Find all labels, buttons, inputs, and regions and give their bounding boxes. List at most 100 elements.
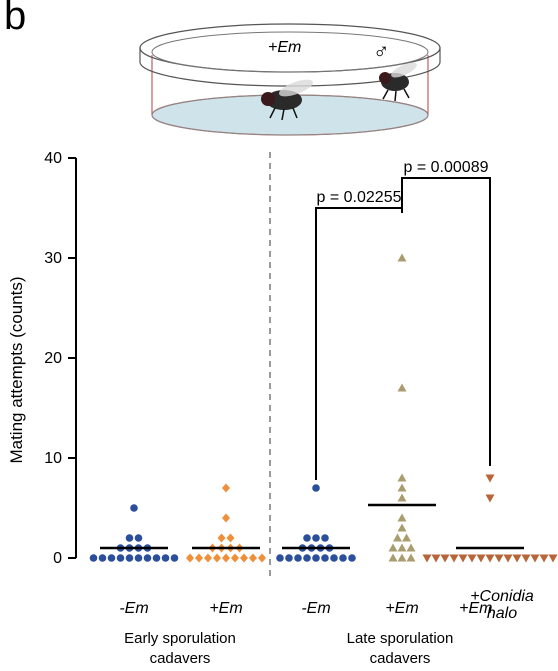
data-point — [312, 484, 320, 492]
y-tick-label: 20 — [44, 350, 62, 367]
data-point — [116, 554, 125, 562]
data-point — [222, 553, 230, 563]
y-tick-label: 10 — [44, 450, 62, 467]
y-tick-label: 0 — [53, 550, 62, 567]
data-point — [397, 543, 407, 552]
petri-dish-illustration: +Em ♂ — [139, 23, 441, 136]
data-point — [397, 553, 407, 562]
data-point — [485, 554, 495, 563]
data-point — [467, 554, 477, 563]
data-point — [125, 554, 134, 562]
dish-label: +Em — [268, 39, 301, 56]
data-point — [125, 534, 134, 542]
data-point — [89, 554, 98, 562]
data-point — [485, 474, 495, 483]
dish-lid-inner — [151, 31, 429, 73]
data-point — [231, 553, 239, 563]
male-symbol: ♂ — [373, 38, 390, 63]
data-point — [321, 554, 329, 562]
median-lines — [100, 503, 524, 550]
x-category-label: +Em, — [459, 600, 497, 617]
data-point — [303, 534, 311, 542]
data-point — [213, 553, 221, 563]
data-point — [422, 554, 432, 563]
data-point — [321, 534, 329, 542]
data-point — [530, 554, 540, 563]
data-point — [397, 483, 407, 492]
data-point — [222, 513, 230, 523]
x-category-label: +Em — [385, 600, 418, 617]
dish-wall — [151, 55, 429, 115]
data-point — [134, 554, 143, 562]
data-point — [485, 494, 495, 503]
dish-lid-side — [139, 48, 441, 62]
p-value-label: p = 0.00089 — [404, 159, 489, 176]
data-point — [458, 554, 468, 563]
x-category-label: +Em — [209, 600, 242, 617]
y-ticks: 0 10 20 30 40 — [44, 150, 76, 567]
data-point — [397, 383, 407, 392]
data-point — [449, 554, 459, 563]
data-point — [431, 554, 441, 563]
data-point — [406, 553, 416, 562]
significance-bracket — [315, 207, 403, 480]
data-point — [161, 554, 170, 562]
data-point — [276, 554, 284, 562]
data-point — [226, 533, 235, 543]
data-point — [240, 553, 248, 563]
data-point — [476, 554, 486, 563]
fly-on-floor-icon — [261, 79, 314, 121]
y-tick-label: 40 — [44, 150, 62, 167]
data-point — [107, 554, 116, 562]
data-point — [397, 523, 407, 532]
data-point — [303, 554, 311, 562]
data-point — [440, 554, 450, 563]
x-category-label: -Em — [301, 600, 330, 617]
data-point — [539, 554, 549, 563]
data-point — [406, 543, 416, 552]
data-point — [258, 553, 266, 563]
data-point — [503, 554, 513, 563]
panel-letter: b — [4, 0, 27, 38]
data-point — [330, 554, 338, 562]
data-point — [249, 553, 257, 563]
significance-bracket — [401, 177, 491, 466]
data-point — [388, 543, 398, 552]
x-category-label-extra: +Conidia — [470, 588, 534, 605]
data-point — [294, 554, 302, 562]
data-point — [348, 554, 356, 562]
group-label: cadavers — [370, 650, 431, 667]
data-point — [130, 504, 138, 512]
group-label: Late sporulation — [347, 630, 454, 647]
data-point — [397, 253, 407, 262]
data-point — [195, 553, 203, 563]
data-point — [312, 554, 320, 562]
data-point — [312, 534, 320, 542]
male-fly-icon — [379, 62, 417, 102]
data-point — [397, 493, 407, 502]
data-points — [89, 253, 558, 563]
group-labels: Early sporulation cadavers Late sporulatio… — [124, 630, 453, 667]
data-point — [402, 533, 411, 542]
group-label: cadavers — [150, 650, 211, 667]
data-point — [393, 533, 402, 542]
data-point — [548, 554, 558, 563]
data-point — [186, 553, 194, 563]
data-point — [204, 553, 212, 563]
data-point — [222, 483, 230, 493]
data-point — [512, 554, 522, 563]
data-point — [397, 513, 407, 522]
axes: 0 10 20 30 40 Mating attempts (counts) — [7, 150, 271, 578]
data-point — [98, 554, 107, 562]
data-point — [339, 554, 347, 562]
data-point — [152, 554, 161, 562]
data-point — [134, 534, 143, 542]
data-point — [388, 553, 398, 562]
x-category-label-extra: halo — [487, 605, 517, 622]
data-point — [170, 554, 179, 562]
data-point — [521, 554, 531, 563]
group-label: Early sporulation — [124, 630, 236, 647]
